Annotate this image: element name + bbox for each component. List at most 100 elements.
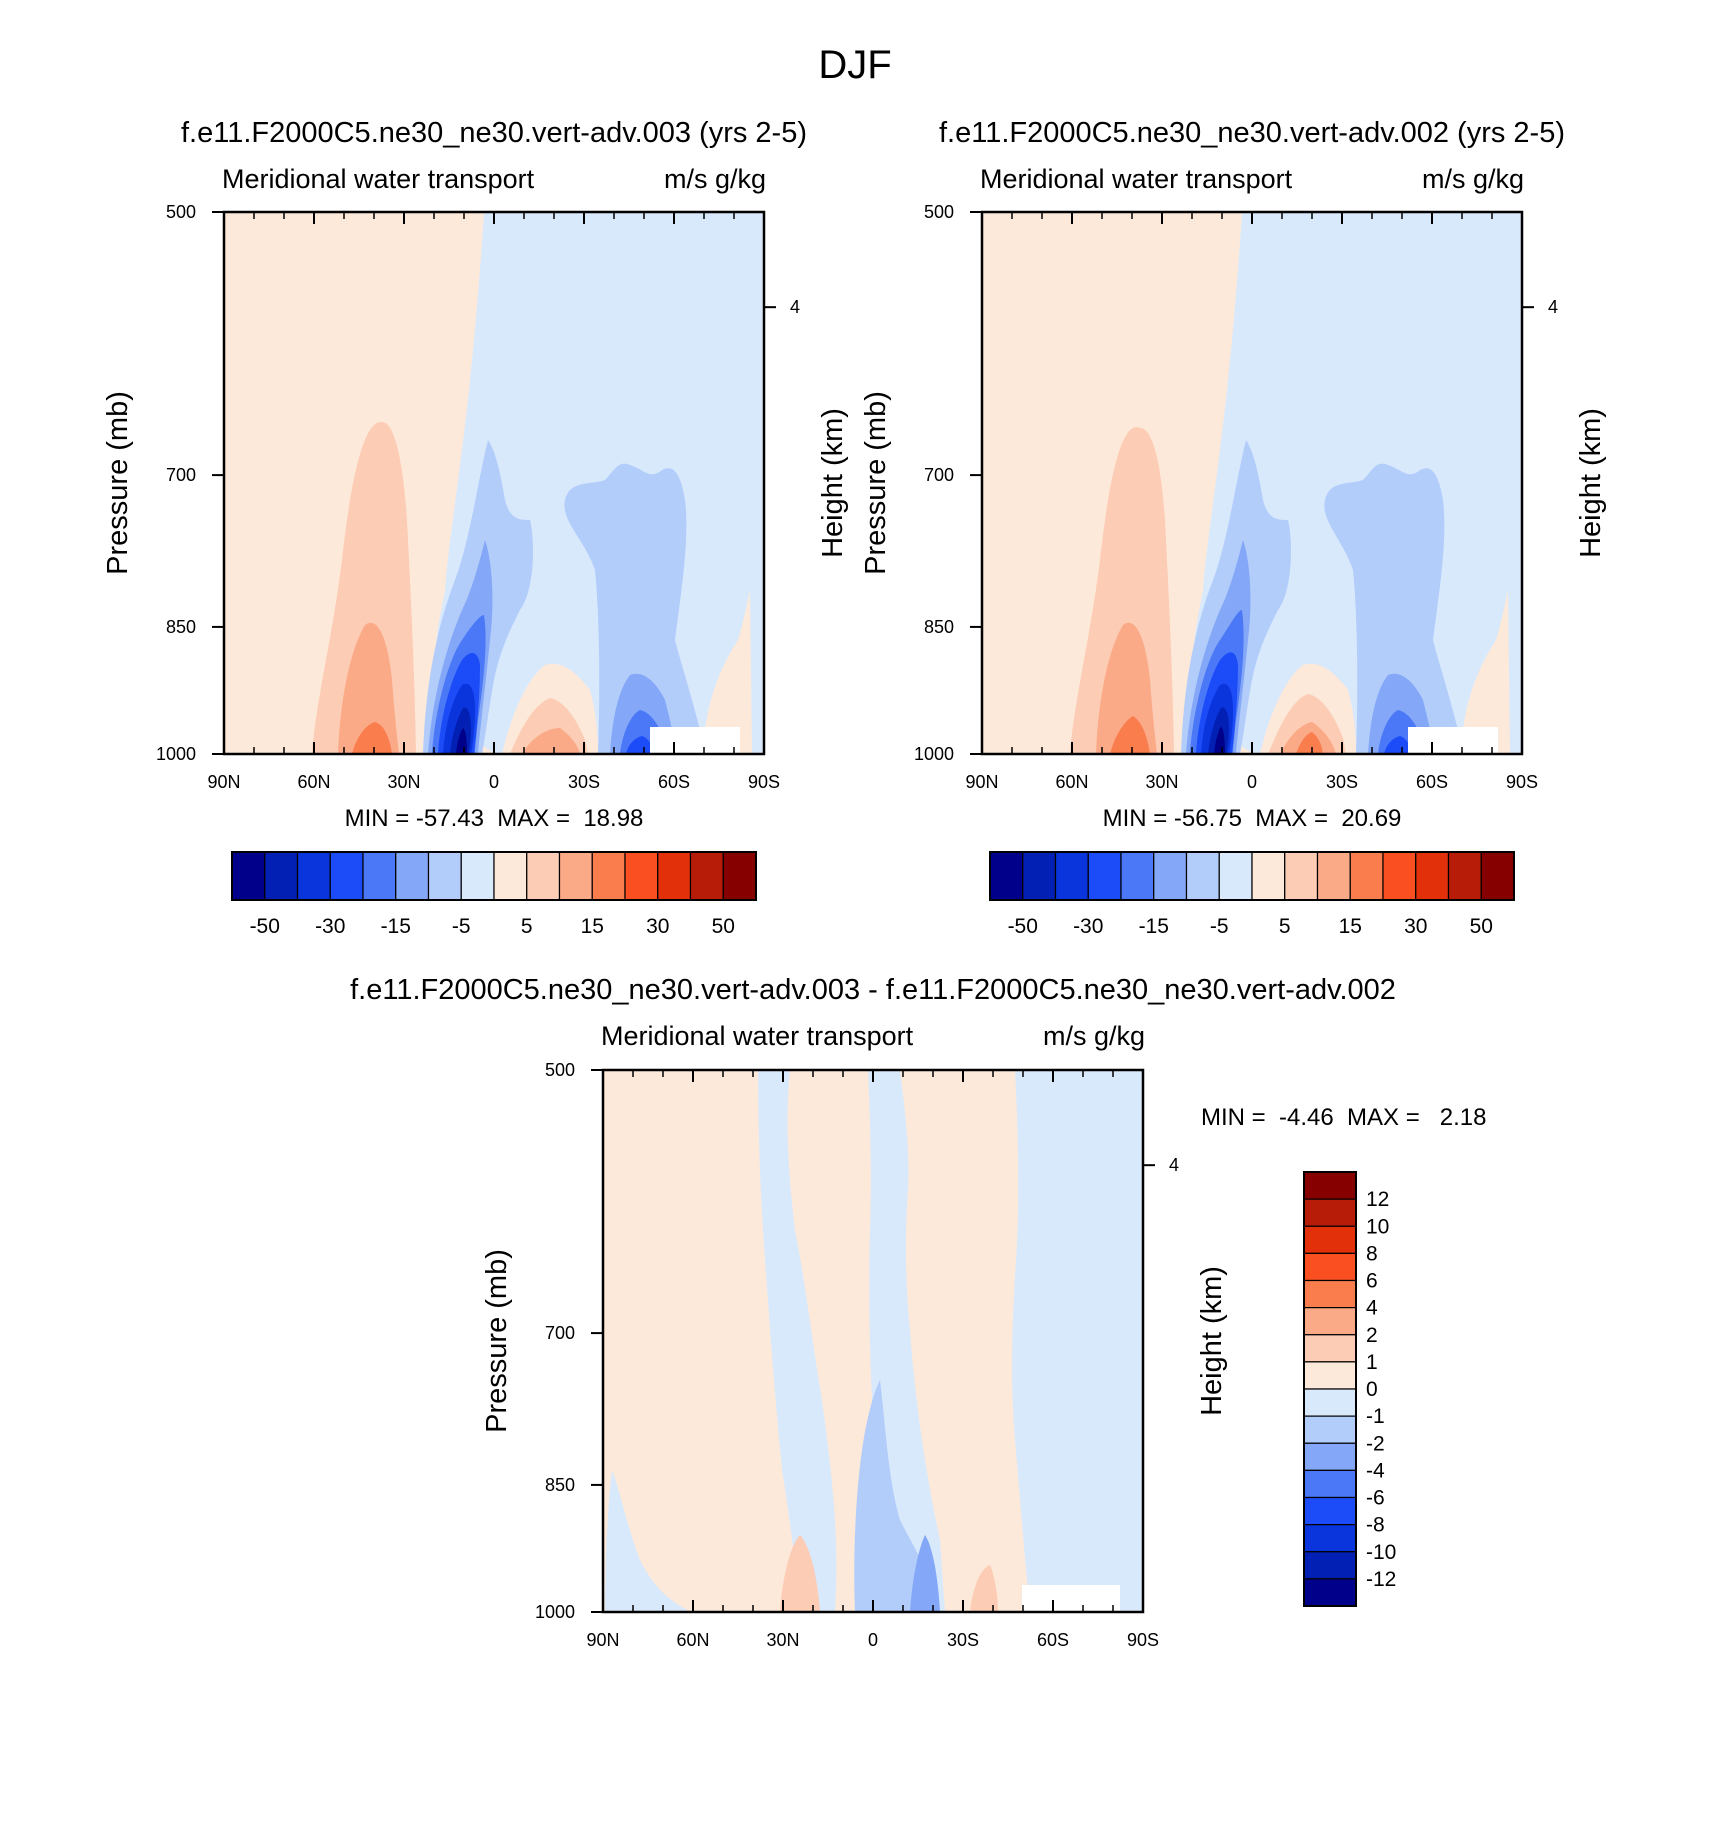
panel-1-region-south-positive-3 xyxy=(522,728,580,754)
colorbar-swatch xyxy=(1303,1469,1357,1499)
y-tick-label: 500 xyxy=(166,202,196,222)
x-tick-label: 60N xyxy=(297,772,330,792)
panel-3-right-string: m/s g/kg xyxy=(1043,1021,1145,1051)
colorbar-swatch xyxy=(1303,1279,1357,1309)
colorbar-swatch xyxy=(1316,851,1351,901)
panel-1-title: f.e11.F2000C5.ne30_ne30.vert-adv.003 (yr… xyxy=(181,117,807,149)
x-tick-label: 30S xyxy=(568,772,600,792)
panel-3-region-negative-a xyxy=(758,1070,837,1612)
colorbar-swatch xyxy=(1054,851,1089,901)
panel-1-right-string: m/s g/kg xyxy=(664,164,766,194)
x-tick-label: 60N xyxy=(1055,772,1088,792)
colorbar-label: -4 xyxy=(1366,1459,1385,1482)
colorbar-swatch xyxy=(1303,1415,1357,1444)
colorbar-swatch xyxy=(689,851,724,901)
colorbar-label: -2 xyxy=(1366,1432,1385,1455)
y-tick-label: 1000 xyxy=(535,1602,575,1622)
panel-1-region-polar-positive xyxy=(705,590,752,754)
colorbar-label: 15 xyxy=(581,915,604,938)
x-tick-label: 60S xyxy=(658,772,690,792)
colorbar-swatch xyxy=(989,851,1024,901)
colorbar-label: -30 xyxy=(1073,915,1103,938)
colorbar-swatch xyxy=(1382,851,1417,901)
panel-1-field xyxy=(222,210,766,756)
colorbar-label: 6 xyxy=(1366,1270,1378,1293)
panel-2-region-south-negative-2 xyxy=(1324,463,1458,754)
colorbar-swatch xyxy=(1284,851,1319,901)
panel-3-region-positive-a xyxy=(780,1535,820,1612)
panel-2-ylabel: Pressure (mb) xyxy=(860,391,892,575)
x-tick-label: 30N xyxy=(387,772,420,792)
colorbar-label: -5 xyxy=(1210,915,1229,938)
colorbar-label: 2 xyxy=(1366,1324,1378,1347)
panel-3-region-negative-3a xyxy=(910,1535,940,1612)
x-tick-label: 90S xyxy=(1127,1630,1159,1650)
figure-title: DJF xyxy=(818,43,891,87)
panel-1-region-positive-3 xyxy=(352,722,392,754)
panel-3-missing-data xyxy=(1022,1585,1120,1612)
x-tick-label: 60S xyxy=(1037,1630,1069,1650)
colorbar-label: -15 xyxy=(1139,915,1169,938)
y-tick-label: 850 xyxy=(924,617,954,637)
panel-3-minmax: MIN = -4.46 MAX = 2.18 xyxy=(1201,1104,1486,1131)
x-tick-label: 30S xyxy=(947,1630,979,1650)
panel-3-region-negative-d xyxy=(605,1470,690,1612)
colorbar-swatch xyxy=(558,851,593,901)
x-tick-label: 0 xyxy=(489,772,499,792)
panel-1-ylabel: Pressure (mb) xyxy=(102,391,134,575)
colorbar-swatch xyxy=(493,851,528,901)
x-tick-label: 0 xyxy=(1247,772,1257,792)
colorbar-swatch xyxy=(1303,1496,1357,1526)
x-tick-label: 30N xyxy=(1145,772,1178,792)
panel-2: f.e11.F2000C5.ne30_ne30.vert-adv.002 (yr… xyxy=(860,117,1607,832)
panel-3-left-string: Meridional water transport xyxy=(601,1021,914,1051)
colorbar-swatch xyxy=(591,851,626,901)
colorbar-label: -50 xyxy=(250,915,280,938)
colorbar-label: 50 xyxy=(712,915,735,938)
right-tick-label: 4 xyxy=(1548,297,1558,317)
panel-2-title: f.e11.F2000C5.ne30_ne30.vert-adv.002 (yr… xyxy=(939,117,1565,149)
colorbar-swatch xyxy=(1251,851,1286,901)
colorbar-frame xyxy=(231,851,757,901)
colorbar-label: -10 xyxy=(1366,1541,1396,1564)
colorbar-swatch xyxy=(1218,851,1253,901)
colorbar-swatch xyxy=(657,851,692,901)
colorbar-swatch xyxy=(1303,1361,1357,1390)
panel-3: f.e11.F2000C5.ne30_ne30.vert-adv.003 - f… xyxy=(350,974,1486,1614)
panel-1: f.e11.F2000C5.ne30_ne30.vert-adv.003 (yr… xyxy=(102,117,849,832)
colorbar-swatch xyxy=(1185,851,1220,901)
colorbar-swatch xyxy=(722,851,757,901)
y-tick-label: 500 xyxy=(545,1060,575,1080)
panel-1-region-positive-2 xyxy=(338,622,399,754)
right-tick-label: 4 xyxy=(790,297,800,317)
colorbar-frame xyxy=(989,851,1515,901)
panel-2-region-polar-positive xyxy=(1463,590,1510,754)
x-tick-label: 60N xyxy=(676,1630,709,1650)
colorbar-swatch xyxy=(460,851,495,901)
y-tick-label: 1000 xyxy=(914,744,954,764)
colorbar-swatch xyxy=(427,851,462,901)
colorbar-swatch xyxy=(624,851,659,901)
colorbar-label: -5 xyxy=(452,915,471,938)
colorbar-label: -1 xyxy=(1366,1405,1385,1428)
y-tick-label: 850 xyxy=(166,617,196,637)
panel-2-minmax: MIN = -56.75 MAX = 20.69 xyxy=(1103,805,1402,832)
colorbar-swatch xyxy=(1303,1171,1357,1200)
panel-1-region-south-negative-2 xyxy=(564,463,700,754)
colorbar-swatch xyxy=(1349,851,1384,901)
colorbar-swatch xyxy=(1480,851,1515,901)
colorbar-label: 5 xyxy=(521,915,533,938)
colorbar-label: 8 xyxy=(1366,1242,1378,1265)
x-tick-label: 90N xyxy=(586,1630,619,1650)
colorbar-swatch xyxy=(1303,1524,1357,1553)
panel-2-region-south-positive-4 xyxy=(1296,732,1323,754)
colorbar-label: 5 xyxy=(1279,915,1291,938)
panel-3-region-positive-b xyxy=(970,1565,998,1612)
panel-2-left-string: Meridional water transport xyxy=(980,164,1293,194)
colorbar-swatch xyxy=(1415,851,1450,901)
panel-2-right-string: m/s g/kg xyxy=(1422,164,1524,194)
colorbar-frame xyxy=(1303,1171,1357,1607)
y-tick-label: 1000 xyxy=(156,744,196,764)
